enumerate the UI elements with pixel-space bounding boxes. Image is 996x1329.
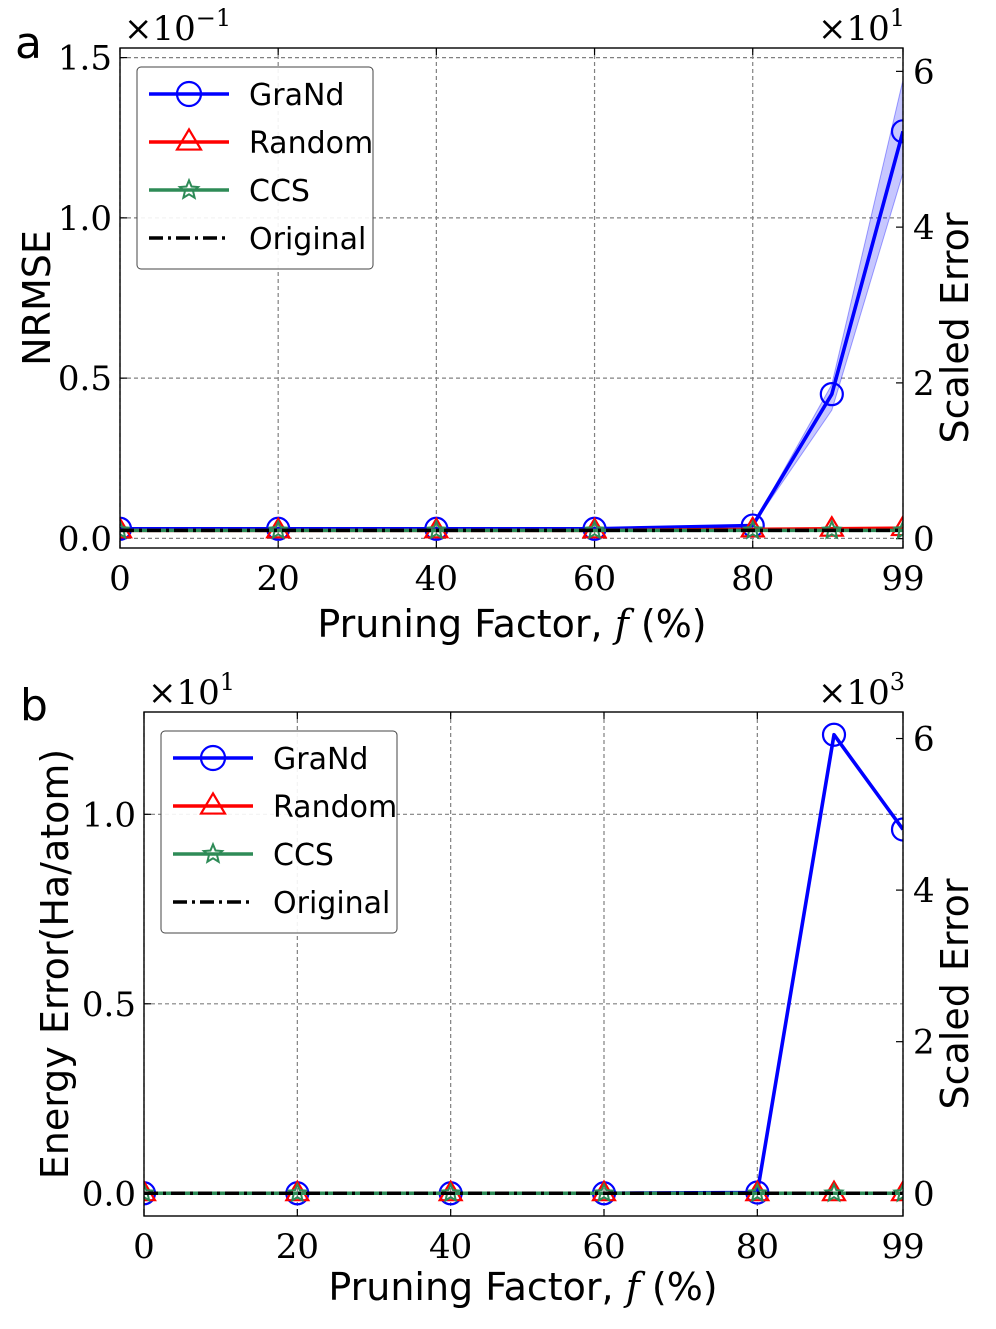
marker-grand bbox=[819, 382, 844, 407]
marker-ccs bbox=[892, 1181, 903, 1203]
marker-grand bbox=[199, 744, 227, 772]
marker-random bbox=[175, 127, 203, 151]
y-left-multiplier: ×10−1 bbox=[124, 4, 231, 49]
marker-grand bbox=[890, 817, 903, 842]
y-tick-label: 0.0 bbox=[58, 519, 112, 559]
legend: GraNd Random CCS Original bbox=[160, 730, 398, 934]
x-tick-label: 80 bbox=[731, 559, 774, 599]
marker-ccs bbox=[144, 1181, 155, 1203]
legend-label-random: Random bbox=[273, 790, 397, 825]
panel-a: a 0 20 40 60 80 99 0.0 0.5 1.0 1.5 0 2 4 6 ×10−1 ×101 Pr… bbox=[15, 4, 977, 646]
series-group bbox=[144, 722, 903, 1206]
marker-ccs bbox=[583, 518, 606, 540]
legend-box bbox=[160, 730, 398, 934]
marker-grand bbox=[890, 119, 903, 144]
marker-ccs bbox=[425, 518, 448, 540]
x-tick-label: 20 bbox=[257, 559, 300, 599]
legend-label-grand: GraNd bbox=[273, 742, 368, 777]
x-tick-label: 60 bbox=[573, 559, 616, 599]
y-right-tick-label: 4 bbox=[913, 208, 935, 248]
marker-ccs bbox=[439, 1181, 462, 1203]
marker-ccs bbox=[741, 518, 764, 540]
plot-frame bbox=[119, 47, 904, 549]
legend-label-grand: GraNd bbox=[249, 78, 344, 113]
x-axis-label: Pruning Factor, f (%) bbox=[317, 602, 706, 646]
x-tick-label: 0 bbox=[109, 559, 131, 599]
x-tick-label: 60 bbox=[582, 1227, 625, 1267]
y-right-axis-label: Scaled Error bbox=[933, 878, 977, 1109]
plot-frame bbox=[143, 711, 904, 1217]
marker-ccs bbox=[593, 1181, 615, 1203]
legend-label-random: Random bbox=[249, 126, 373, 161]
y-tick-label: 1.0 bbox=[58, 199, 112, 239]
x-tick-label: 99 bbox=[881, 1227, 924, 1267]
marker-ccs bbox=[267, 518, 290, 540]
marker-ccs bbox=[892, 518, 903, 540]
legend-label-ccs: CCS bbox=[273, 838, 334, 873]
legend-label-original: Original bbox=[273, 886, 390, 921]
y-right-tick-label: 6 bbox=[913, 720, 935, 760]
x-axis-label: Pruning Factor, f (%) bbox=[328, 1265, 717, 1309]
x-tick-label: 80 bbox=[736, 1227, 779, 1267]
y-tick-label: 1.5 bbox=[58, 39, 112, 79]
marker-ccs bbox=[746, 1181, 769, 1203]
y-right-axis-label: Scaled Error bbox=[933, 212, 977, 443]
y-tick-label: 0.5 bbox=[58, 359, 112, 399]
x-tick-label: 99 bbox=[881, 559, 924, 599]
panel-label-b: b bbox=[20, 680, 48, 731]
marker-ccs bbox=[823, 1181, 845, 1203]
x-tick-label: 0 bbox=[133, 1227, 155, 1267]
panel-label-a: a bbox=[15, 18, 42, 69]
y-right-tick-label: 0 bbox=[913, 1174, 935, 1214]
series-group bbox=[120, 79, 903, 541]
marker-random bbox=[890, 514, 903, 537]
marker-ccs bbox=[286, 1181, 309, 1203]
marker-ccs bbox=[201, 841, 225, 864]
y-right-multiplier: ×103 bbox=[818, 668, 905, 713]
panel-b: b 0 20 40 60 80 99 0.0 0.5 1.0 0 2 4 6 ×101 ×103 Prunin… bbox=[20, 668, 977, 1309]
marker-ccs bbox=[120, 518, 131, 540]
y-tick-label: 0.5 bbox=[82, 985, 136, 1025]
y-right-tick-label: 6 bbox=[913, 52, 935, 92]
y-tick-label: 0.0 bbox=[82, 1174, 136, 1214]
legend: GraNd Random CCS Original bbox=[136, 66, 374, 270]
marker-random bbox=[199, 791, 227, 815]
marker-grand bbox=[175, 80, 203, 108]
x-tick-label: 40 bbox=[415, 559, 458, 599]
y-right-tick-label: 2 bbox=[913, 1023, 935, 1063]
x-tick-label: 20 bbox=[276, 1227, 319, 1267]
legend-label-ccs: CCS bbox=[249, 174, 310, 209]
marker-ccs bbox=[177, 177, 201, 200]
y-right-tick-label: 2 bbox=[913, 364, 935, 404]
y-axis-label: Energy Error(Ha/atom) bbox=[33, 749, 77, 1180]
y-right-multiplier: ×101 bbox=[818, 4, 905, 49]
y-right-tick-label: 0 bbox=[913, 520, 935, 560]
y-left-multiplier: ×101 bbox=[148, 668, 235, 713]
y-right-tick-label: 4 bbox=[913, 871, 935, 911]
x-tick-label: 40 bbox=[429, 1227, 472, 1267]
marker-ccs bbox=[820, 518, 843, 540]
legend-box bbox=[136, 66, 374, 270]
y-tick-label: 1.0 bbox=[82, 795, 136, 835]
y-axis-label: NRMSE bbox=[15, 230, 59, 366]
legend-label-original: Original bbox=[249, 222, 366, 257]
marker-grand bbox=[821, 722, 847, 747]
